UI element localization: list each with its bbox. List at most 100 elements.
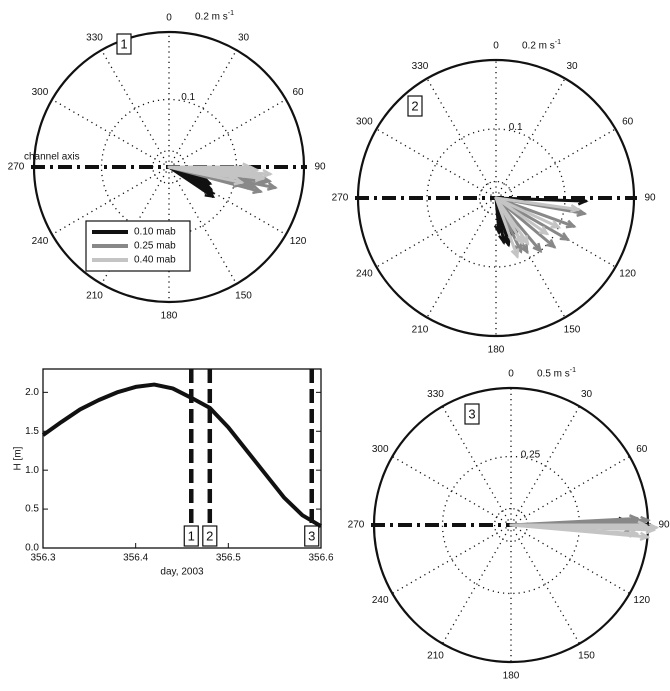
vector-7 — [167, 165, 265, 179]
vector-4 — [494, 196, 549, 236]
angle-label-270: 270 — [348, 520, 365, 531]
spoke-330 — [100, 49, 170, 168]
spoke-330 — [426, 78, 497, 199]
spoke-60 — [495, 128, 616, 199]
arrowhead-3 — [648, 522, 660, 533]
panel-number-1: 1 — [120, 36, 127, 51]
angle-label-150: 150 — [235, 291, 252, 302]
marker-label-2: 2 — [206, 528, 213, 543]
arrowhead-6 — [201, 176, 213, 186]
angle-label-300: 300 — [356, 117, 373, 128]
arrowhead-0 — [569, 204, 581, 214]
unit-exponent: -1 — [570, 367, 576, 374]
channel-axis-label: channel axis — [24, 152, 80, 163]
y-tick-0.5: 0.5 — [25, 504, 39, 515]
marker-label-3: 3 — [308, 528, 315, 543]
angle-label-210: 210 — [86, 291, 103, 302]
angle-label-90: 90 — [314, 162, 326, 173]
spoke-60 — [510, 455, 630, 526]
angle-label-0: 0 — [493, 41, 499, 52]
spoke-30 — [510, 406, 581, 526]
marker-box-1 — [183, 525, 199, 547]
spoke-300 — [376, 128, 497, 199]
arrowhead-2 — [520, 235, 530, 246]
arrowhead-3 — [519, 243, 529, 255]
angle-label-270: 270 — [332, 193, 349, 204]
series-0-40-mab — [167, 162, 273, 186]
panel-number-3: 3 — [468, 406, 475, 421]
polar-plot-1: 0 30 60 90 120 150 180 210 240 270 300 330 0.1 0.2 m … — [8, 10, 326, 322]
arrowhead-4 — [639, 531, 651, 541]
y-tick-2.0: 2.0 — [25, 387, 39, 398]
vector-0 — [494, 196, 588, 203]
y-tick-1.5: 1.5 — [25, 426, 39, 437]
unit-exponent: -1 — [555, 39, 561, 46]
angle-label-150: 150 — [578, 650, 595, 661]
arrowhead-5 — [514, 234, 524, 246]
spoke-120 — [495, 197, 616, 268]
ring-label-outer: 0.5 m s-1 — [537, 367, 576, 380]
arrowhead-4 — [262, 169, 273, 179]
plot-frame — [42, 368, 322, 549]
arrowhead-4 — [546, 238, 557, 249]
spoke-210 — [426, 197, 497, 318]
x-tick-356.4: 356.4 — [123, 553, 148, 564]
y-tick-0.0: 0.0 — [25, 543, 39, 554]
ring-label-inner: 0.1 — [181, 92, 195, 103]
x-axis-label: day, 2003 — [160, 567, 204, 578]
spoke-240 — [376, 197, 497, 268]
angle-label-120: 120 — [619, 269, 636, 280]
spoke-30 — [168, 49, 238, 168]
spoke-150 — [495, 197, 566, 318]
vector-0 — [494, 196, 580, 212]
vector-1 — [494, 196, 561, 229]
spoke-240 — [392, 524, 512, 595]
arrowhead-4 — [266, 181, 278, 191]
ring-label-outer: 0.2 m s-1 — [195, 10, 234, 23]
arrowhead-6 — [565, 219, 577, 229]
h-time-series: 0.0 0.5 1.0 1.5 2.0 356.3 356.4 356.5 356.6 1 2 3 da… — [13, 368, 334, 578]
angle-label-240: 240 — [356, 269, 373, 280]
arrowhead-3 — [498, 234, 508, 245]
spoke-120 — [510, 524, 630, 595]
arrowhead-2 — [252, 185, 264, 195]
x-tick-356.5: 356.5 — [216, 553, 241, 564]
angle-label-300: 300 — [372, 444, 389, 455]
angle-label-210: 210 — [427, 650, 444, 661]
marker-label-1: 1 — [188, 528, 195, 543]
legend-entry-2: 0.40 mab — [134, 255, 176, 266]
angle-label-180: 180 — [488, 345, 505, 356]
panel-box-2 — [407, 95, 423, 117]
arrowhead-2 — [532, 242, 543, 254]
angle-label-90: 90 — [644, 193, 656, 204]
arrowhead-4 — [538, 226, 550, 236]
h-series-line — [41, 382, 323, 528]
arrowhead-0 — [576, 207, 588, 217]
vector-3 — [494, 196, 519, 258]
marker-box-2 — [202, 525, 218, 547]
polar-plot-3: 0 30 60 90 120 150 180 210 240 270 300 330 0.25 0.5 m… — [348, 367, 670, 682]
polar-plot-2: 0 30 60 90 120 150 180 210 240 270 300 330 0.1 0.2 m … — [332, 39, 656, 356]
angle-label-330: 330 — [412, 61, 429, 72]
arrowhead-7 — [255, 171, 266, 181]
angle-label-30: 30 — [238, 33, 250, 44]
legend: 0.10 mab 0.25 mab 0.40 mab — [85, 220, 191, 272]
arrowhead-6 — [493, 224, 504, 236]
panel-box-1 — [116, 33, 132, 55]
panel-number-2: 2 — [411, 98, 418, 113]
angle-label-240: 240 — [32, 236, 49, 247]
y-axis-label: H [m] — [13, 446, 24, 470]
angle-label-330: 330 — [86, 33, 103, 44]
angle-label-60: 60 — [622, 117, 634, 128]
angle-label-180: 180 — [503, 671, 520, 682]
series-0-40-mab — [494, 196, 581, 260]
arrowhead-5 — [233, 176, 245, 186]
vector-5 — [494, 196, 524, 245]
angle-label-210: 210 — [412, 324, 429, 335]
y-tick-1.0: 1.0 — [25, 465, 39, 476]
angle-label-90: 90 — [658, 520, 670, 531]
marker-box-3 — [304, 525, 320, 547]
ring-label-inner: 0.25 — [521, 449, 541, 460]
panel-box-3 — [464, 403, 480, 425]
angle-label-0: 0 — [508, 369, 514, 380]
